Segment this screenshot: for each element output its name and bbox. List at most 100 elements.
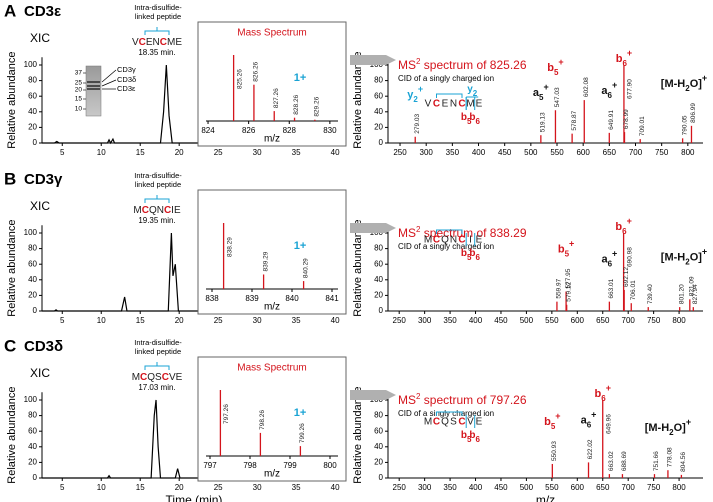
- ion-label-part: b: [469, 248, 475, 259]
- peak-label: 622.02: [587, 439, 594, 459]
- x-tick-label: 350: [443, 483, 457, 492]
- fragment-residue: E: [476, 235, 483, 246]
- y-tick-label: 100: [24, 395, 38, 404]
- x-tick-label: 839: [245, 294, 259, 303]
- ion-label-part: 6: [476, 253, 481, 262]
- peak-label: 690.98: [626, 247, 633, 267]
- x-tick-label: 350: [446, 148, 460, 157]
- y-tick-label: 20: [28, 123, 37, 132]
- ion-label-part: a: [601, 85, 608, 97]
- x-tick-label: 15: [136, 316, 145, 325]
- peptide-residues: C: [142, 205, 149, 216]
- y-tick-label: 60: [374, 259, 383, 268]
- protein-title: CD3ε: [24, 3, 61, 20]
- x-tick-label: 300: [418, 483, 432, 492]
- gel-marker: 37: [75, 70, 83, 77]
- peak-label: 801.20: [678, 284, 685, 304]
- gel-arrow: [101, 69, 117, 83]
- fragment-residue: E: [476, 99, 483, 110]
- x-tick-label: 450: [494, 483, 508, 492]
- ion-label-part: +: [558, 58, 563, 68]
- ion-label-part: 6: [587, 420, 592, 429]
- y-tick-label: 40: [28, 442, 37, 451]
- x-tick-label: 500: [520, 316, 534, 325]
- peak-label: 798.26: [259, 410, 266, 430]
- ion-label-part: b: [461, 430, 467, 441]
- peptide-residues: QN: [149, 205, 164, 216]
- x-tick-label: 30: [253, 483, 262, 492]
- peptide-residues: C: [140, 372, 147, 383]
- peak-label: 550.93: [551, 441, 558, 461]
- peak-label: 279.03: [414, 113, 421, 133]
- peptide-residues: IE: [171, 205, 181, 216]
- y-tick-label: 0: [33, 138, 38, 147]
- x-tick-label: 798: [243, 461, 257, 470]
- peak-label: 751.66: [653, 451, 660, 471]
- ms2-subtitle: CID of a singly charged ion: [398, 74, 494, 83]
- ion-label-part: 6: [607, 90, 612, 99]
- ion-label-part: +: [612, 249, 617, 259]
- ion-label: a5+: [533, 83, 549, 102]
- gel-marker: 15: [75, 96, 83, 103]
- x-tick-label: 550: [550, 148, 564, 157]
- ms2-title: MS2 spectrum of 825.26: [398, 57, 527, 73]
- ion-label: b6: [469, 112, 480, 126]
- ion-label: [M-H2O]+: [645, 418, 691, 437]
- y-tick-label: 80: [374, 244, 383, 253]
- ion-label-part: b: [547, 62, 554, 74]
- ion-label-part: a: [601, 254, 608, 266]
- ion-label: b6+: [595, 383, 611, 402]
- arrow: [350, 390, 396, 400]
- peak-label: 663.02: [608, 451, 615, 471]
- x-tick-label: 40: [331, 316, 340, 325]
- y-tick-label: 0: [379, 306, 384, 315]
- ion-label-part: +: [612, 80, 617, 90]
- x-tick-label: 650: [596, 316, 610, 325]
- x-tick-label: 600: [571, 316, 585, 325]
- disulfide-bracket: [436, 93, 463, 98]
- y-tick-label: 80: [374, 76, 383, 85]
- ion-label-part: +: [544, 83, 549, 93]
- x-tick-label: 830: [323, 126, 337, 135]
- peak-label: 821.09: [689, 276, 696, 296]
- y-tick-label: 60: [28, 91, 37, 100]
- ion-label-part: [M-H: [661, 78, 685, 90]
- x-tick-label: 35: [292, 483, 301, 492]
- y-tick-label: 0: [33, 306, 38, 315]
- peak-label: 826.26: [253, 61, 260, 81]
- y-tick-label: 0: [379, 473, 384, 482]
- fragment-residue: V: [425, 99, 432, 110]
- x-tick-label: 400: [469, 483, 483, 492]
- x-tick-label: 35: [292, 148, 301, 157]
- ms2-title-part: spectrum of 825.26: [420, 58, 526, 72]
- peak-label: 649.91: [608, 110, 615, 130]
- ion-label-part: +: [606, 383, 611, 393]
- peak-label: 577.95: [565, 268, 572, 288]
- gel-band-label: CD3δ: [117, 75, 136, 84]
- x-tick-label: 550: [545, 316, 559, 325]
- y-axis-label: Relative abundance: [6, 386, 18, 483]
- y-tick-label: 80: [28, 411, 37, 420]
- peak-label: 825.26: [236, 69, 243, 89]
- ion-label-part: +: [627, 48, 632, 58]
- fragment-residue: M: [424, 235, 432, 246]
- peak-label: 739.40: [647, 284, 654, 304]
- x-tick-label: 450: [498, 148, 512, 157]
- x-tick-label: 600: [571, 483, 585, 492]
- ion-label-part: b: [461, 112, 467, 123]
- fragment-residue: E: [476, 417, 483, 428]
- peptide-sequence: MCQSCVE: [132, 372, 183, 383]
- ion-label-part: 5: [467, 117, 472, 126]
- y-tick-label: 20: [374, 458, 383, 467]
- ion-label-part: 5: [554, 68, 559, 77]
- peptide-residues: C: [162, 372, 169, 383]
- ion-label-part: 5: [551, 422, 556, 431]
- peak-label: 838.29: [226, 237, 233, 257]
- x-tick-label: 797: [203, 461, 217, 470]
- ion-label-part: 5: [467, 435, 472, 444]
- ion-label-part: 5: [539, 93, 544, 102]
- peptide-sequence: MCQNCIE: [133, 205, 181, 216]
- fragment-residue: V: [467, 417, 474, 428]
- gel-marker: 25: [75, 80, 83, 87]
